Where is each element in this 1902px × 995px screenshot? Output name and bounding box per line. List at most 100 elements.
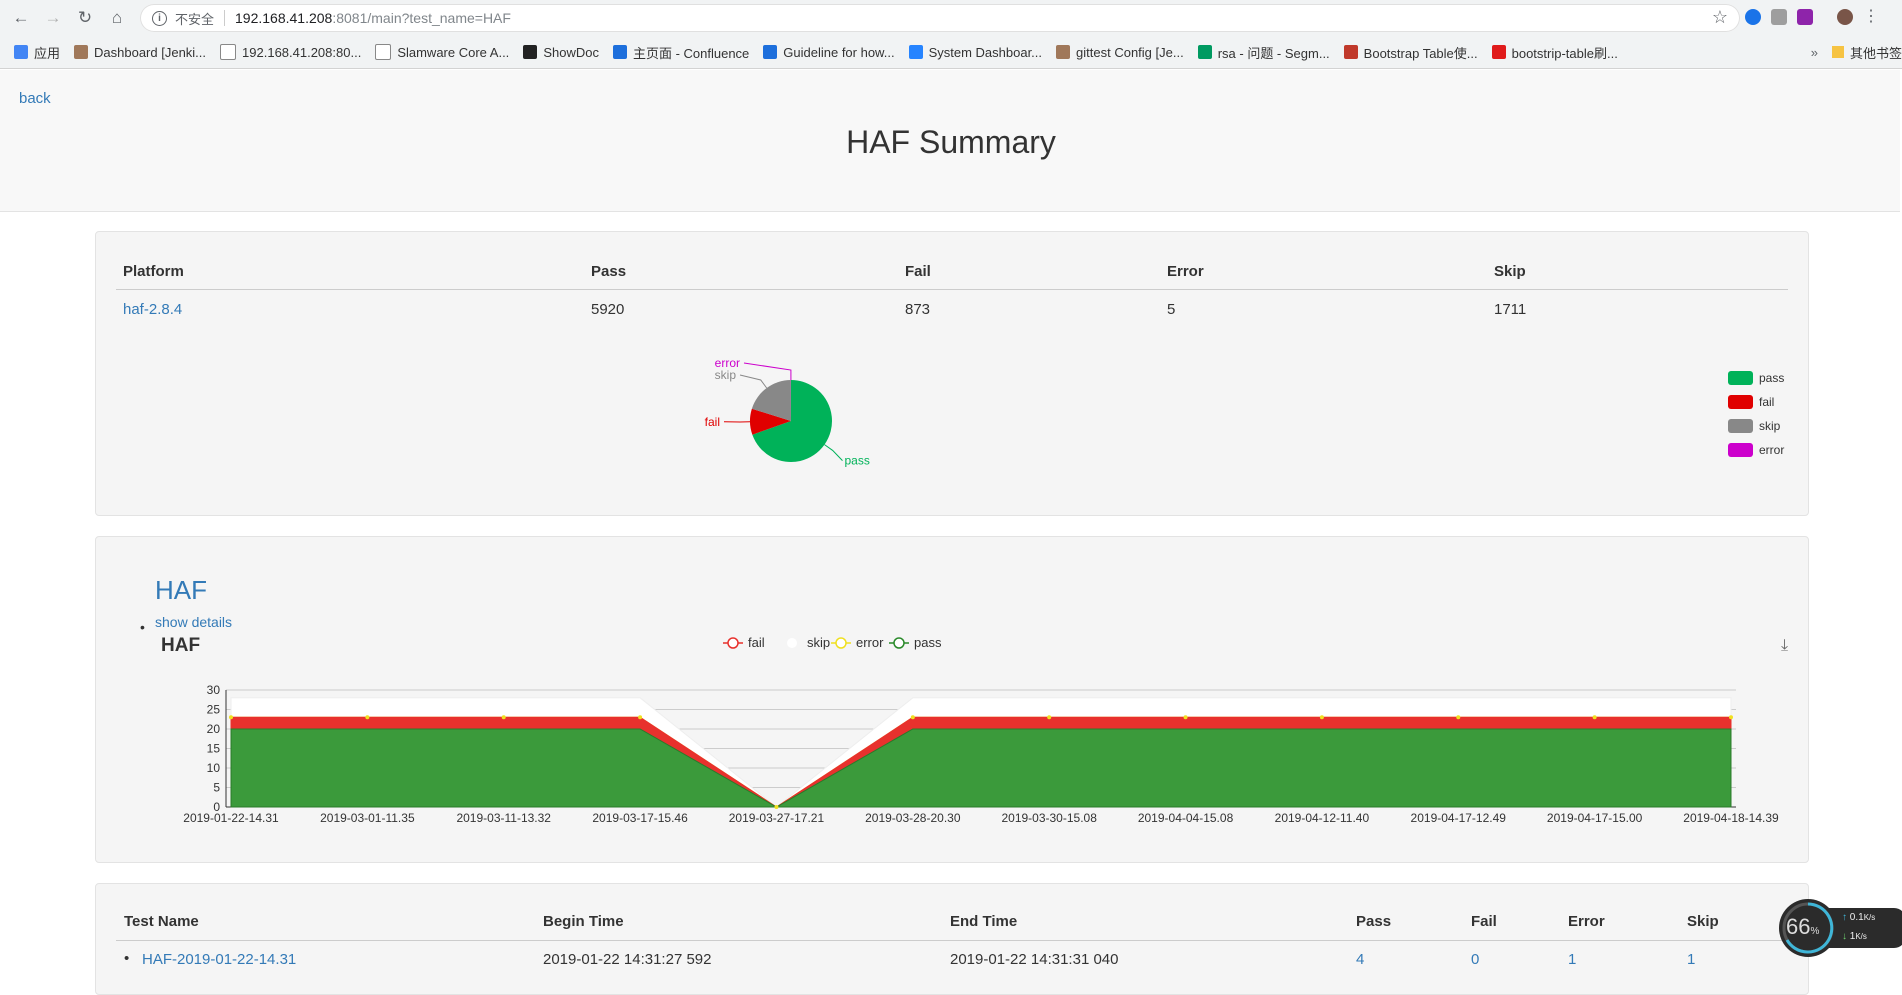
showdoc-icon: [523, 45, 537, 59]
upload-arrow-icon: ↑: [1842, 912, 1847, 923]
reload-icon[interactable]: ↻: [73, 6, 97, 30]
browser-nav-row: ← → ↻ ⌂ i 不安全 192.168.41.208:8081/main?t…: [0, 0, 1902, 36]
bookmark-item[interactable]: 主页面 - Confluence: [613, 43, 749, 62]
download-speed: ↓ 1K/s: [1842, 931, 1867, 942]
error-point: [1729, 715, 1733, 719]
pie-label-fail: fail: [705, 415, 720, 429]
bookmark-item[interactable]: Bootstrap Table使...: [1344, 43, 1478, 62]
col-test-pass: Pass: [1356, 913, 1391, 930]
test-table-divider: [116, 940, 1788, 941]
page-header: back HAF Summary: [0, 70, 1900, 212]
x-tick-label: 2019-03-01-11.35: [320, 811, 415, 825]
legend-swatch: [1728, 371, 1753, 385]
legend-label: fail: [748, 635, 765, 650]
error-point: [1593, 715, 1597, 719]
pie-legend-item[interactable]: skip: [1728, 419, 1780, 433]
error-point: [1184, 715, 1188, 719]
jenkins-icon: [1056, 45, 1070, 59]
bookmark-item[interactable]: ShowDoc: [523, 45, 599, 60]
url-path: :8081/main?test_name=HAF: [332, 10, 511, 26]
test-fail-link[interactable]: 0: [1471, 951, 1479, 968]
jira-icon: [909, 45, 923, 59]
profile-avatar-icon[interactable]: [1837, 9, 1853, 25]
test-skip-link[interactable]: 1: [1687, 951, 1695, 968]
back-arrow-icon[interactable]: ←: [9, 6, 33, 30]
bookmark-item[interactable]: System Dashboar...: [909, 45, 1042, 60]
col-test-name: Test Name: [124, 913, 199, 930]
error-point: [365, 715, 369, 719]
extension-gray-icon[interactable]: [1771, 9, 1787, 25]
bookmark-item[interactable]: Guideline for how...: [763, 45, 894, 60]
x-tick-label: 2019-03-27-17.21: [729, 811, 825, 825]
col-test-skip: Skip: [1687, 913, 1719, 930]
y-tick-label: 15: [207, 742, 221, 756]
back-link[interactable]: back: [19, 90, 51, 107]
forward-arrow-icon[interactable]: →: [41, 6, 65, 30]
bookmark-item[interactable]: Dashboard [Jenki...: [74, 45, 206, 60]
bookmark-item[interactable]: bootstrip-table刷...: [1492, 43, 1618, 62]
x-tick-label: 2019-04-12-11.40: [1275, 811, 1370, 825]
extension-purple-icon[interactable]: [1797, 9, 1813, 25]
y-tick-label: 10: [207, 761, 221, 775]
legend-marker: [787, 638, 797, 648]
y-tick-label: 30: [207, 683, 221, 697]
test-name-link[interactable]: HAF-2019-01-22-14.31: [142, 951, 296, 968]
chart-legend-item[interactable]: pass: [889, 635, 942, 650]
pie-legend-item[interactable]: error: [1728, 443, 1784, 457]
legend-label: error: [856, 635, 884, 650]
insecure-label: 不安全: [175, 9, 214, 28]
error-point: [638, 715, 642, 719]
other-bookmarks[interactable]: 其他书签: [1850, 43, 1902, 62]
chart-legend-item[interactable]: skip: [782, 635, 830, 650]
x-tick-label: 2019-04-04-15.08: [1138, 811, 1234, 825]
bookmark-label: gittest Config [Je...: [1076, 45, 1184, 60]
bookmark-item[interactable]: 192.168.41.208:80...: [220, 44, 361, 60]
address-bar[interactable]: i 不安全 192.168.41.208:8081/main?test_name…: [140, 4, 1740, 32]
pie-label-skip: skip: [715, 368, 737, 382]
menu-dots-icon[interactable]: ⋮: [1863, 9, 1867, 25]
more-bookmarks-icon[interactable]: »: [1811, 45, 1818, 60]
jenkins-icon: [74, 45, 88, 59]
x-tick-label: 2019-01-22-14.31: [183, 811, 279, 825]
legend-marker: [728, 638, 738, 648]
bookmark-item[interactable]: gittest Config [Je...: [1056, 45, 1184, 60]
url-host: 192.168.41.208: [235, 10, 332, 26]
pie-label-pass: pass: [844, 454, 869, 468]
upload-value: 0.1: [1850, 912, 1864, 923]
error-point: [229, 715, 233, 719]
error-point: [502, 715, 506, 719]
confluence-icon: [613, 45, 627, 59]
test-pass-link[interactable]: 4: [1356, 951, 1364, 968]
legend-label: error: [1759, 443, 1784, 457]
test-error-link[interactable]: 1: [1568, 951, 1576, 968]
extension-globe-icon[interactable]: [1745, 9, 1761, 25]
legend-label: fail: [1759, 395, 1774, 409]
chart-legend-item[interactable]: error: [831, 635, 884, 650]
bookmarks-bar: 应用 Dashboard [Jenki... 192.168.41.208:80..…: [0, 38, 1902, 66]
row-bullet: •: [124, 950, 129, 967]
col-begin-time: Begin Time: [543, 913, 624, 930]
csdn-icon: [1492, 45, 1506, 59]
page-icon: [375, 44, 391, 60]
bookmark-star-icon[interactable]: ☆: [1712, 7, 1728, 28]
info-icon[interactable]: i: [152, 11, 167, 26]
x-tick-label: 2019-04-17-12.49: [1411, 811, 1507, 825]
bookmark-label: System Dashboar...: [929, 45, 1042, 60]
bookmark-label: 应用: [34, 43, 60, 62]
pie-legend-item[interactable]: pass: [1728, 371, 1784, 385]
bookmark-item[interactable]: rsa - 问题 - Segm...: [1198, 43, 1330, 62]
pie-chart: pass fail skip error: [96, 232, 1808, 515]
confluence-icon: [763, 45, 777, 59]
omnibox-separator: [224, 10, 225, 26]
bookmark-item[interactable]: 应用: [14, 43, 60, 62]
url-text[interactable]: 192.168.41.208:8081/main?test_name=HAF: [235, 10, 511, 26]
pie-legend-item[interactable]: fail: [1728, 395, 1774, 409]
end-time: 2019-01-22 14:31:31 040: [950, 951, 1118, 968]
download-arrow-icon: ↓: [1842, 931, 1847, 942]
col-test-error: Error: [1568, 913, 1605, 930]
home-icon[interactable]: ⌂: [105, 6, 129, 30]
bookmark-label: 192.168.41.208:80...: [242, 45, 361, 60]
bookmark-item[interactable]: Slamware Core A...: [375, 44, 509, 60]
bookmark-label: Guideline for how...: [783, 45, 894, 60]
chart-legend-item[interactable]: fail: [723, 635, 765, 650]
